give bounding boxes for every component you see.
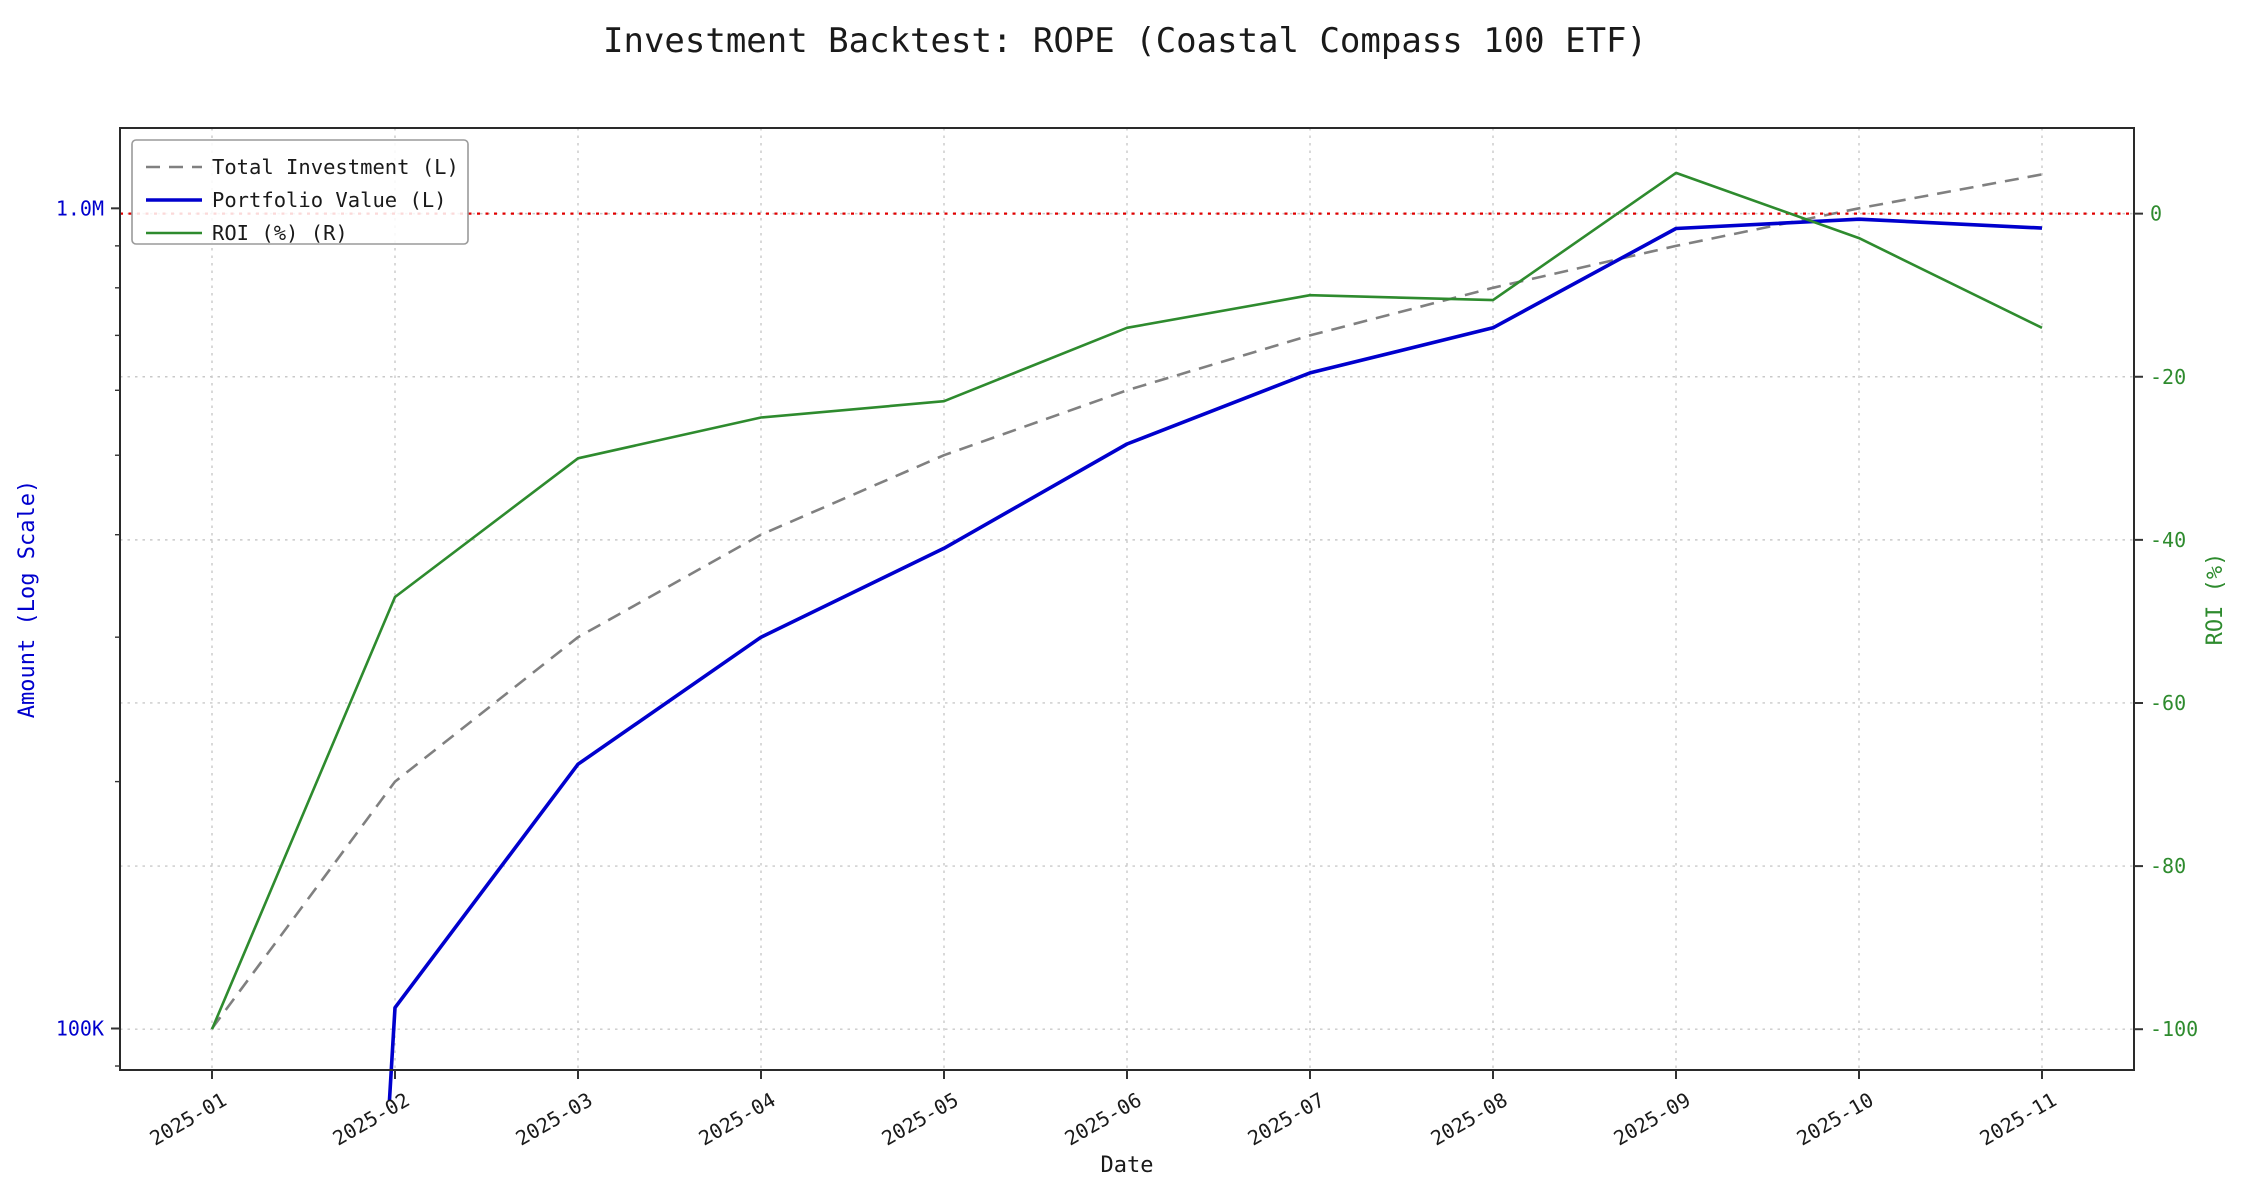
x-tick-label: 2025-06	[1060, 1088, 1145, 1151]
legend-item-total-investment: Total Investment (L)	[146, 155, 459, 179]
plot-border	[119, 127, 2135, 1071]
plot-area: 2025-01 2025-02 2025-03 2025-04 2025-05 2025-…	[56, 127, 2198, 1151]
right-tick-label: 0	[2150, 202, 2162, 226]
x-axis-label: Date	[1101, 1153, 1154, 1178]
x-tick-label: 2025-08	[1426, 1088, 1511, 1151]
legend-label: Portfolio Value (L)	[212, 188, 447, 212]
x-tick-label: 2025-11	[1975, 1088, 2060, 1151]
right-tick-label: -60	[2150, 691, 2186, 715]
right-axis-label: ROI (%)	[2203, 553, 2228, 646]
x-tick-label: 2025-07	[1243, 1088, 1328, 1151]
legend-box	[131, 139, 469, 245]
left-axis-label: Amount (Log Scale)	[15, 480, 40, 718]
legend-label: Total Investment (L)	[212, 155, 459, 179]
legend-label: ROI (%) (R)	[212, 221, 348, 245]
chart-title: Investment Backtest: ROPE (Coastal Compa…	[603, 21, 1647, 61]
right-tick-label: -100	[2150, 1017, 2198, 1041]
legend: Total Investment (L) Portfolio Value (L) R…	[131, 139, 469, 245]
portfolio-value-line	[387, 217, 2043, 1100]
x-tick-label: 2025-09	[1609, 1088, 1694, 1151]
x-tick-label: 2025-04	[694, 1088, 779, 1151]
right-tick-label: -80	[2150, 854, 2186, 878]
legend-item-portfolio-value: Portfolio Value (L)	[146, 188, 447, 212]
x-tick-label: 2025-02	[328, 1088, 413, 1151]
legend-item-roi: ROI (%) (R)	[146, 221, 348, 245]
grid	[120, 128, 2134, 1070]
x-tick-label: 2025-01	[145, 1088, 230, 1151]
left-tick-label: 100K	[56, 1016, 104, 1040]
x-tick-label: 2025-03	[511, 1088, 596, 1151]
x-tick-label: 2025-05	[877, 1088, 962, 1151]
total-investment-line	[210, 173, 2043, 1030]
left-tick-label: 1.0M	[56, 196, 104, 220]
x-tick-label: 2025-10	[1792, 1088, 1877, 1151]
right-tick-label: -20	[2150, 365, 2186, 389]
right-tick-label: -40	[2150, 528, 2186, 552]
roi-line	[210, 171, 2043, 1030]
